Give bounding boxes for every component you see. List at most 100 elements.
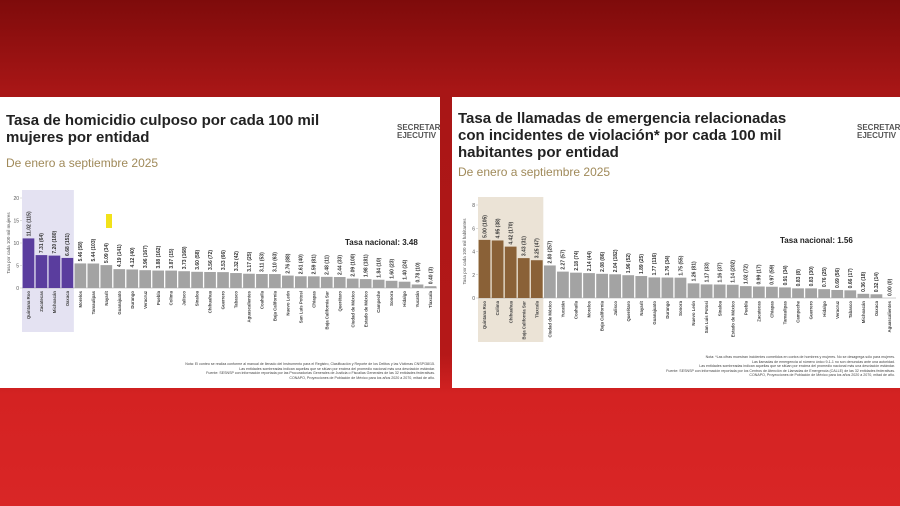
chart-title: Tasa de llamadas de emergencia relaciona… (458, 110, 787, 161)
subtitle: De enero a septiembre 2025 (6, 156, 159, 170)
x-tick-label: Baja California Sur (521, 301, 526, 340)
bar (687, 283, 700, 298)
bar (491, 240, 504, 298)
data-label: 2.08 (86) (600, 251, 606, 271)
note: Nota: *Las cifras muestran incidentes co… (705, 355, 895, 359)
bar (752, 286, 765, 298)
logo: SECRETAR EJECUTIV (397, 124, 440, 140)
data-label: 3.25 (47) (535, 238, 541, 258)
bar (424, 286, 437, 288)
x-tick-label: Morelos (587, 300, 592, 317)
note: Fuente: SESNSP con información reportada… (206, 371, 435, 376)
x-tick-label: Sinaloa (717, 300, 722, 316)
data-label: 2.48 (11) (325, 255, 331, 275)
data-label: 1.77 (116) (652, 253, 658, 276)
data-label: 4.19 (141) (117, 244, 123, 267)
bar (844, 290, 857, 298)
bar (282, 275, 294, 288)
x-tick-label: Tlaxcala (534, 300, 539, 318)
bar (230, 273, 242, 288)
data-label: 6.68 (151) (65, 233, 71, 256)
data-label: 2.76 (88) (286, 253, 292, 273)
y-tick-label: 20 (13, 196, 19, 202)
bar (570, 272, 582, 298)
data-label: 1.75 (55) (678, 255, 684, 275)
x-tick-label: Baja California (600, 300, 605, 331)
bar (674, 277, 687, 298)
x-tick-label: Durango (665, 301, 670, 319)
x-tick-label: San Luis Potosí (298, 290, 303, 323)
x-tick-label: Tlaxcala (428, 290, 433, 308)
x-tick-label: Guerrero (221, 291, 226, 310)
x-tick-label: Estado de México (363, 291, 368, 328)
x-tick-label: San Luis Potosí (704, 300, 709, 333)
y-tick-label: 2 (472, 273, 475, 279)
data-label: 3.11 (53) (260, 252, 266, 272)
data-label: 1.26 (81) (691, 261, 697, 281)
bar (113, 269, 126, 288)
x-tick-label: Sonora (389, 290, 394, 305)
x-tick-label: Nuevo León (691, 301, 696, 326)
y-tick-label: 15 (13, 219, 19, 225)
x-tick-label: Hidalgo (402, 291, 407, 307)
x-tick-label: Zacatecas (756, 300, 761, 321)
data-label: 3.87 (15) (169, 248, 175, 268)
bar (87, 263, 100, 288)
x-tick-label: Baja California (272, 290, 277, 321)
data-label: 0.32 (14) (874, 272, 880, 292)
y-tick-label: 6 (472, 226, 475, 232)
data-label: 1.40 (24) (402, 259, 408, 279)
note: Nota: El conteo se realiza conforme al m… (185, 362, 435, 366)
bar (661, 277, 674, 298)
data-label: 3.17 (25) (247, 251, 253, 271)
data-label: 11.02 (115) (26, 211, 32, 236)
data-label: 3.88 (162) (156, 245, 162, 268)
x-tick-label: Chiapas (311, 290, 316, 307)
bar (779, 287, 791, 298)
data-label: 3.60 (58) (195, 249, 201, 269)
data-label: 3.43 (31) (522, 236, 528, 256)
bar (805, 288, 817, 298)
x-tick-label: Michoacán (52, 291, 57, 314)
x-tick-label: Zacatecas (39, 290, 44, 311)
logo: SECRETAR EJECUTIV (857, 124, 900, 140)
x-tick-label: Aguascalientes (247, 290, 252, 322)
data-label: 0.83 (8) (796, 269, 802, 287)
logo-text: EJECUTIV (397, 131, 437, 140)
x-tick-label: Durango (130, 291, 135, 309)
bar (22, 238, 35, 288)
bar (766, 286, 778, 298)
bar (726, 284, 739, 298)
x-tick-label: Aguascalientes (887, 300, 892, 332)
data-label: 7.20 (180) (52, 230, 58, 253)
data-label: 1.02 (72) (744, 264, 750, 284)
data-label: 1.89 (25) (639, 254, 645, 274)
x-tick-label: Yucatán (561, 301, 566, 318)
data-label: 2.61 (40) (299, 254, 305, 274)
data-label: 1.14 (202) (731, 260, 737, 283)
x-tick-label: Guanajuato (117, 291, 122, 315)
x-tick-label: Veracruz (835, 301, 840, 319)
data-label: 1.60 (23) (389, 258, 395, 278)
x-tick-label: Yucatán (415, 291, 420, 308)
x-tick-label: Querétaro (626, 301, 631, 322)
note: Fuente: SESNSP con información reportada… (666, 368, 895, 373)
data-label: 2.27 (57) (561, 249, 567, 269)
data-label: 5.46 (58) (78, 241, 84, 261)
bar (74, 263, 87, 288)
x-tick-label: Nayarit (104, 290, 109, 305)
bar (411, 284, 424, 288)
x-tick-label: Tabasco (848, 301, 853, 318)
annotation: Tasa nacional: 3.48 (345, 238, 418, 247)
bar (359, 279, 372, 288)
x-tick-label: Baja California Sur (324, 291, 329, 330)
x-tick-label: Tamaulipas (91, 290, 96, 314)
bar (609, 274, 622, 298)
x-tick-label: Oaxaca (874, 300, 879, 316)
bar (596, 273, 608, 298)
data-label: 3.73 (168) (182, 246, 188, 269)
data-label: 1.16 (37) (717, 262, 723, 282)
data-label: 0.76 (25) (822, 267, 828, 287)
